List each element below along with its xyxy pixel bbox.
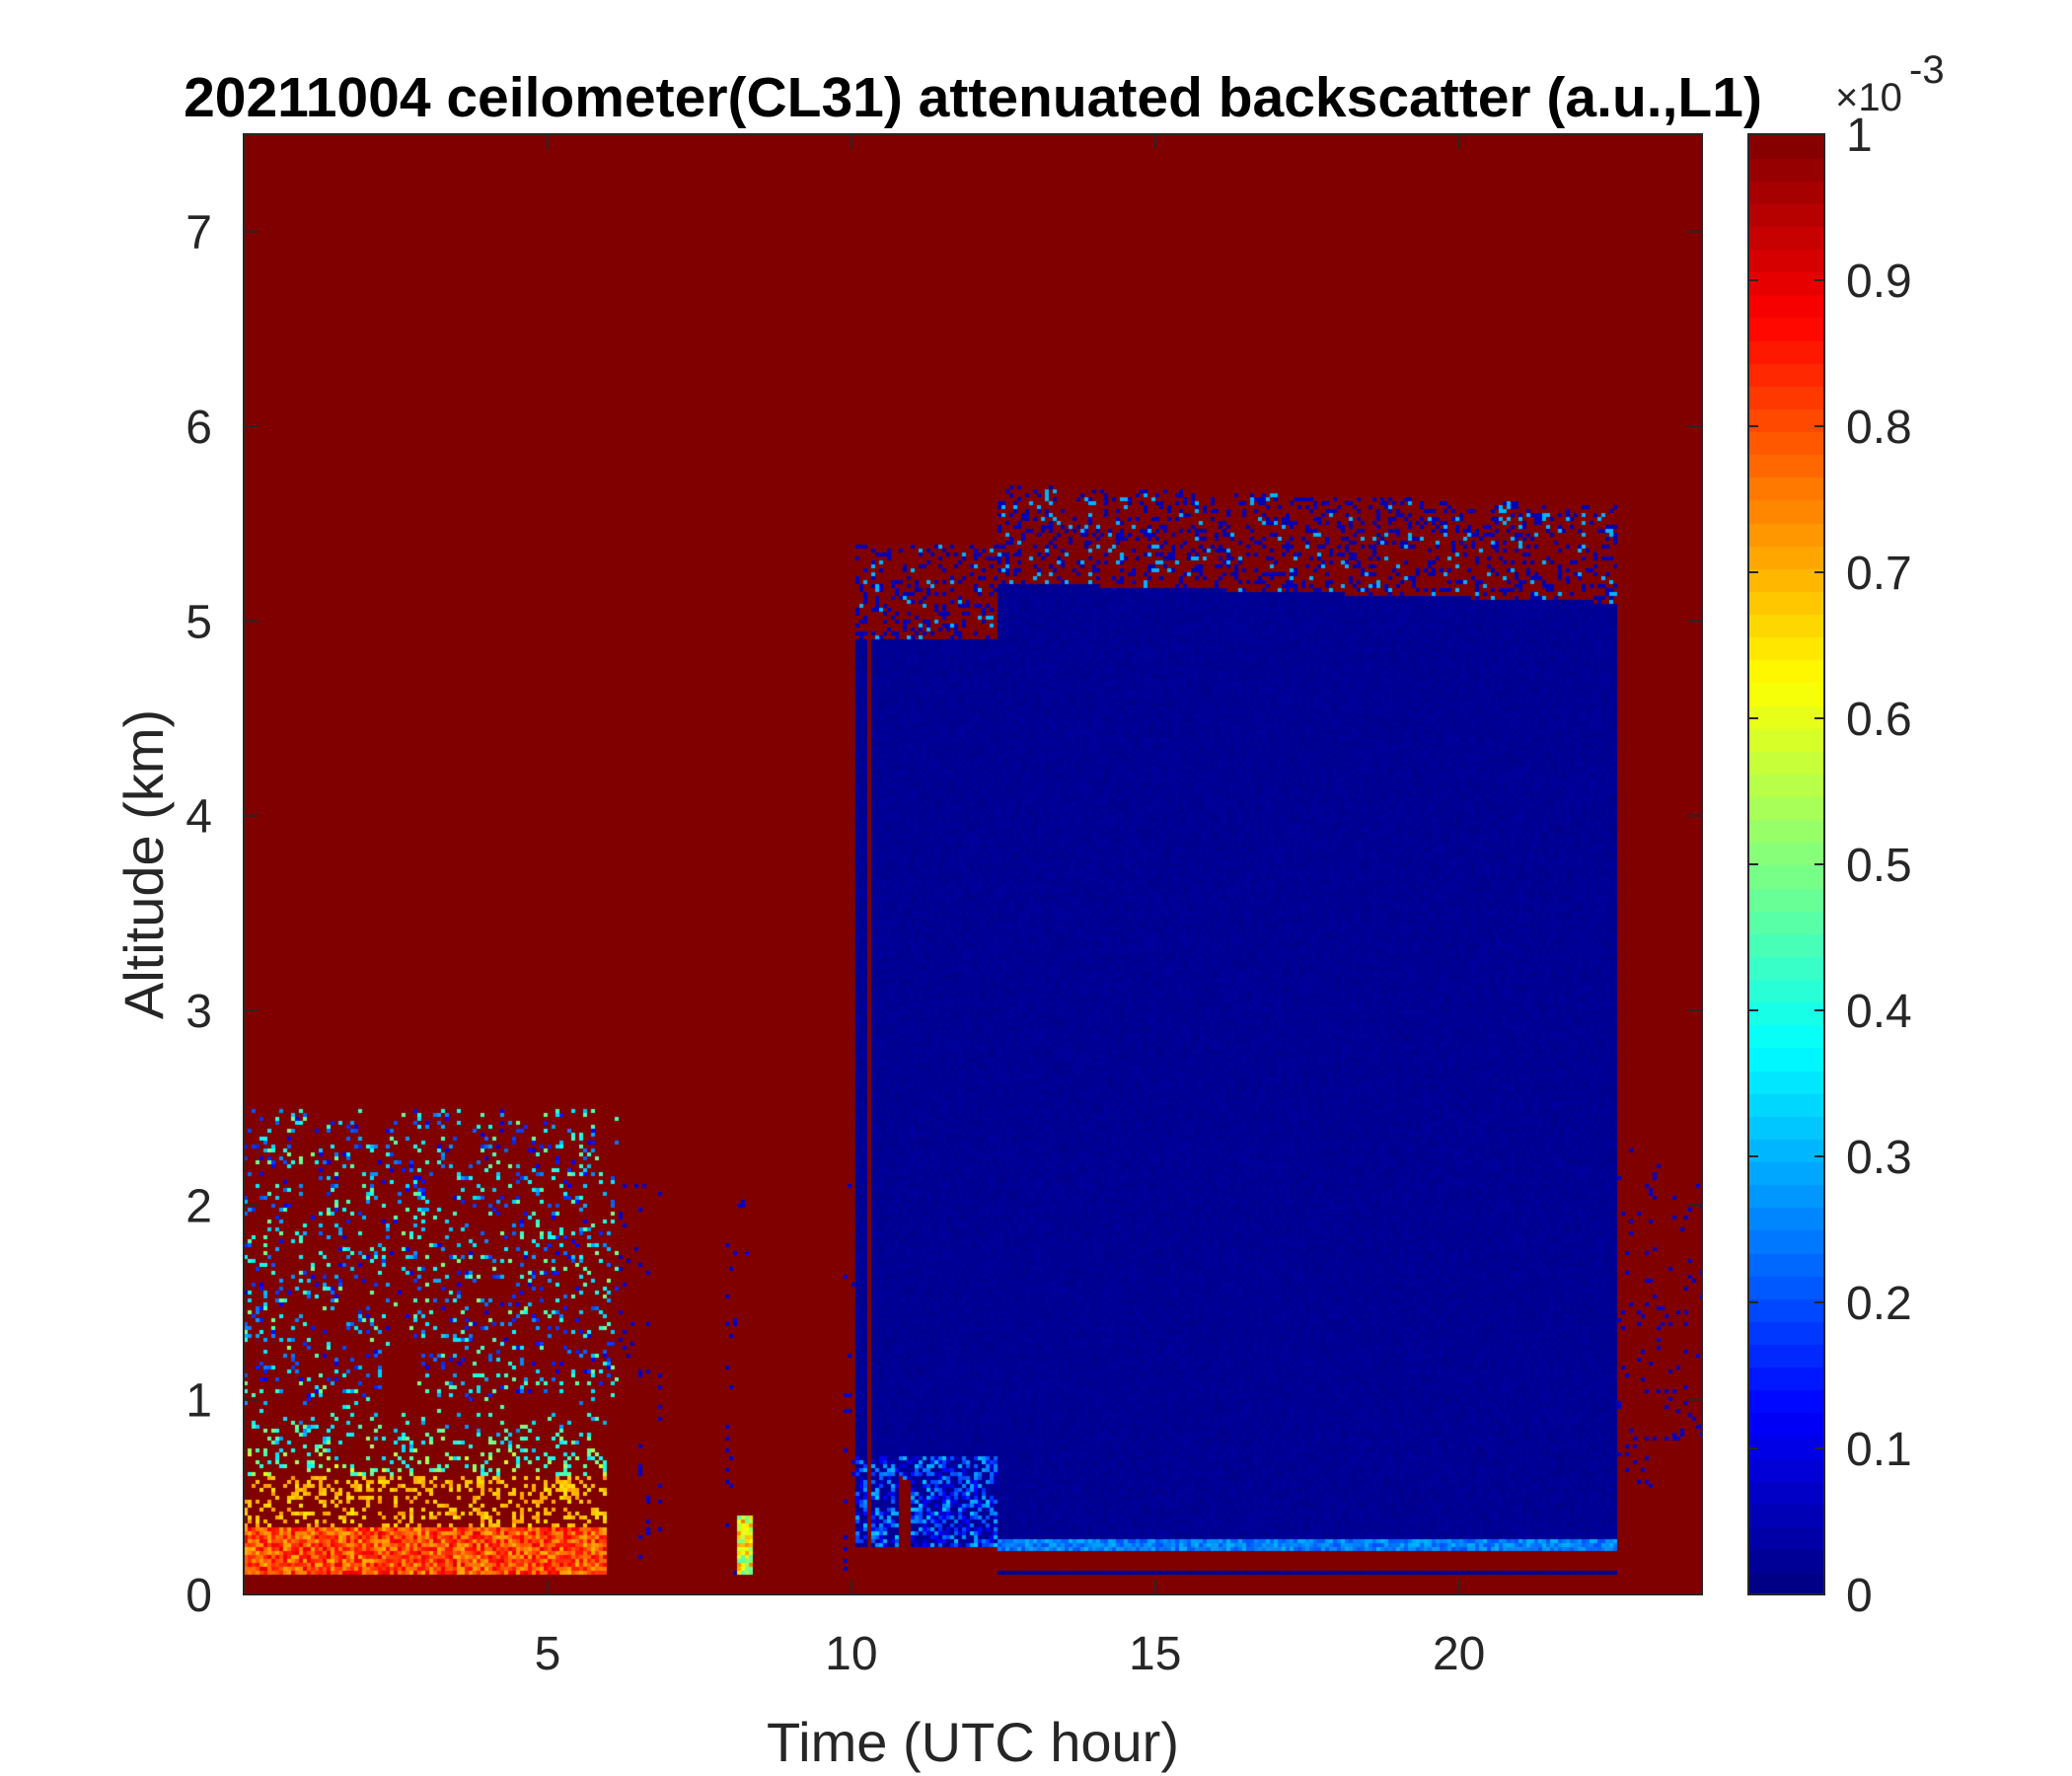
x-tick-label: 10	[825, 1628, 877, 1680]
x-tick-label: 20	[1433, 1628, 1485, 1680]
colorbar-tick-label: 0.4	[1846, 986, 1912, 1038]
colorbar-multiplier-base: ×10	[1835, 76, 1902, 119]
y-tick-label: 1	[185, 1375, 212, 1428]
y-tick-label: 2	[185, 1180, 212, 1232]
colorbar-tick-label: 0.6	[1846, 694, 1912, 746]
chart-title: 20211004 ceilometer(CL31) attenuated bac…	[184, 66, 1762, 129]
colorbar-frame	[1747, 133, 1825, 1595]
colorbar-tick-label: 0.1	[1846, 1424, 1912, 1476]
colorbar-tick-label: 0.3	[1846, 1132, 1912, 1184]
heatmap-plot-area	[244, 134, 1702, 1594]
y-tick-label: 5	[185, 596, 212, 648]
plot-frame	[243, 133, 1703, 1595]
colorbar-tick-label: 0.7	[1846, 548, 1912, 600]
colorbar-tick-label: 1	[1846, 110, 1873, 162]
y-tick-label: 4	[185, 791, 212, 844]
y-axis-label: Altitude (km)	[112, 709, 175, 1019]
colorbar-multiplier-exponent: -3	[1909, 48, 1945, 92]
colorbar-tick-label: 0.2	[1846, 1278, 1912, 1330]
y-tick-label: 0	[185, 1570, 212, 1622]
x-axis-label: Time (UTC hour)	[767, 1711, 1179, 1773]
y-tick-label: 6	[185, 402, 212, 454]
x-tick-label: 15	[1129, 1628, 1181, 1680]
colorbar	[1748, 134, 1824, 1594]
x-tick-label: 5	[535, 1628, 561, 1680]
y-tick-label: 3	[185, 986, 212, 1038]
colorbar-tick-label: 0.9	[1846, 256, 1912, 308]
colorbar-tick-label: 0.5	[1846, 840, 1912, 892]
y-tick-label: 7	[185, 207, 212, 259]
colorbar-tick-label: 0.8	[1846, 402, 1912, 454]
colorbar-tick-label: 0	[1846, 1570, 1873, 1622]
